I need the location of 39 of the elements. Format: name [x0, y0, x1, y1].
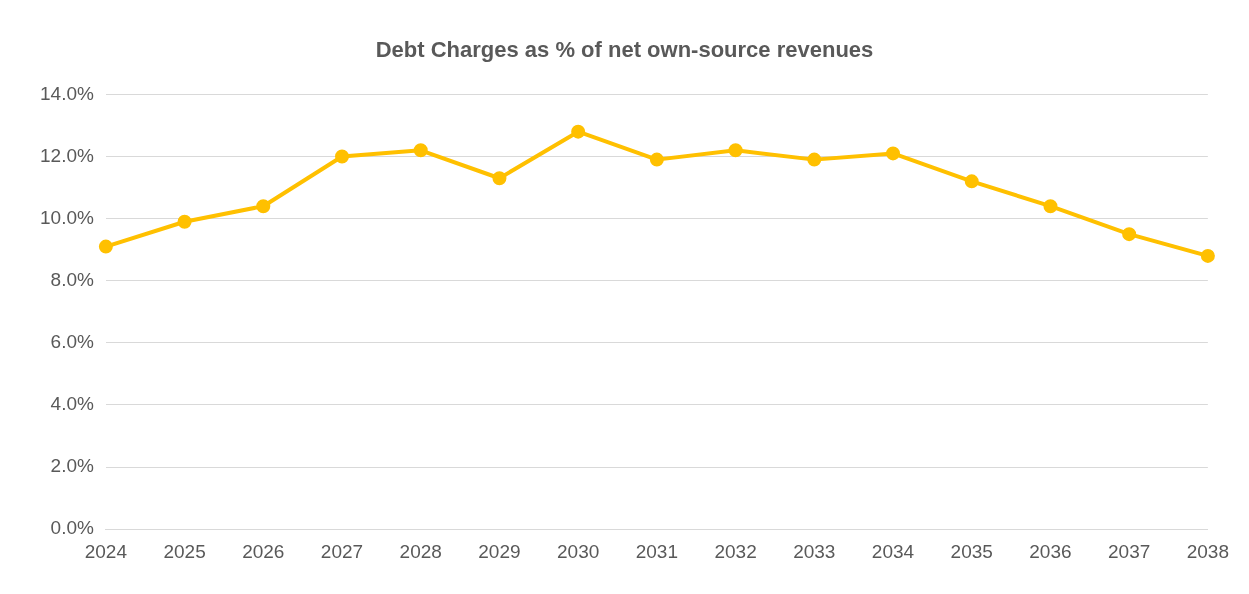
y-tick-label: 0.0%: [50, 517, 94, 539]
point: [1043, 199, 1058, 214]
point: [964, 174, 979, 189]
y-tick-label: 14.0%: [40, 82, 94, 104]
point: [492, 171, 507, 186]
chart-title: Debt Charges as % of net own-source revenues: [375, 37, 874, 63]
y-tick-label: 8.0%: [50, 268, 94, 290]
point: [335, 149, 350, 164]
x-tick-label: 2027: [320, 540, 364, 562]
y-tick-label: 10.0%: [40, 206, 94, 228]
x-tick-label: 2031: [635, 540, 679, 562]
x-tick-label: 2033: [793, 540, 836, 562]
x-tick-label: 2028: [399, 540, 442, 562]
point: [256, 199, 271, 214]
x-tick-label: 2035: [950, 540, 993, 562]
point: [413, 143, 428, 158]
x-tick-label: 2037: [1108, 540, 1151, 562]
point: [886, 146, 901, 161]
x-tick-label: 2038: [1186, 540, 1230, 562]
y-tick-label: 6.0%: [50, 331, 94, 353]
x-tick-label: 2032: [714, 540, 757, 562]
x-tick-label: 2029: [478, 540, 521, 562]
point: [1200, 248, 1215, 263]
point: [571, 124, 586, 139]
y-tick-label: 2.0%: [50, 455, 94, 477]
point: [728, 143, 743, 158]
point: [98, 239, 113, 254]
x-tick-label: 2025: [163, 540, 206, 562]
x-tick-label: 2026: [242, 540, 285, 562]
x-tick-label: 2036: [1029, 540, 1072, 562]
x-tick-label: 2034: [871, 540, 915, 562]
point: [807, 152, 822, 167]
point: [177, 214, 192, 229]
x-tick-label: 2024: [84, 540, 128, 562]
y-tick-label: 12.0%: [40, 144, 94, 166]
x-tick-label: 2030: [557, 540, 600, 562]
y-tick-label: 4.0%: [50, 393, 94, 415]
point: [649, 152, 664, 167]
point: [1122, 227, 1137, 242]
